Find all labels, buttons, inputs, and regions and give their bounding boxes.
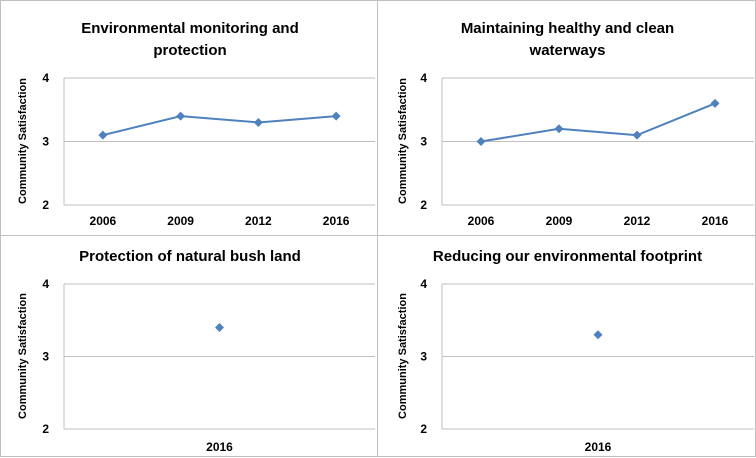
chart-svg: Maintaining healthy and clean waterways 2 3… <box>397 20 754 228</box>
y-tick-label: 3 <box>420 350 427 364</box>
data-point-marker <box>98 130 108 140</box>
y-tick-label: 2 <box>420 198 427 212</box>
y-axis-label: Community Satisfaction <box>397 78 409 204</box>
data-point-marker <box>476 137 486 146</box>
y-tick-label: 4 <box>42 71 49 85</box>
chart-panel-healthy-waterways: Maintaining healthy and clean waterways 2 3… <box>377 0 756 236</box>
data-point-marker <box>593 330 603 340</box>
data-point-marker <box>710 98 720 108</box>
y-tick-label: 3 <box>42 350 49 364</box>
x-tick-label: 2009 <box>167 214 194 228</box>
chart-title: waterways <box>529 42 606 59</box>
y-tick-label: 2 <box>42 422 49 436</box>
chart-panel-environmental-footprint: Reducing our environmental footprint 2 3 4 C… <box>377 235 756 457</box>
y-axis-label: Community Satisfaction <box>17 78 29 204</box>
y-axis-label: Community Satisfaction <box>397 293 409 419</box>
x-tick-label: 2009 <box>546 214 573 228</box>
x-tick-label: 2016 <box>702 214 729 228</box>
chart-svg: Reducing our environmental footprint 2 3 4C… <box>397 248 754 454</box>
data-point-marker <box>253 117 263 127</box>
data-point-marker <box>632 130 642 140</box>
chart-panel-natural-bush-land: Protection of natural bush land 2 3 4 Commun… <box>0 235 378 457</box>
chart-title: Maintaining healthy and clean <box>461 20 674 37</box>
data-point-marker <box>176 111 186 121</box>
x-tick-label: 2016 <box>206 440 233 454</box>
y-tick-label: 4 <box>420 71 427 85</box>
y-axis-label: Community Satisfaction <box>17 293 29 419</box>
y-tick-label: 2 <box>420 422 427 436</box>
chart-svg: Protection of natural bush land 2 3 4 Commun… <box>17 248 375 454</box>
x-tick-label: 2012 <box>624 214 651 228</box>
data-point-marker <box>554 124 564 134</box>
y-tick-label: 3 <box>420 135 427 149</box>
chart-panel-environmental-monitoring: Environmental monitoring and protection 2 3… <box>0 0 378 236</box>
data-point-marker <box>331 111 341 121</box>
chart-svg: Environmental monitoring and protection 2 3… <box>17 20 375 228</box>
chart-title: Environmental monitoring and <box>81 20 299 37</box>
series-line <box>480 102 716 143</box>
x-tick-label: 2016 <box>323 214 350 228</box>
chart-title: Protection of natural bush land <box>79 248 301 265</box>
data-point-marker <box>215 323 224 332</box>
y-tick-label: 4 <box>42 277 49 291</box>
x-tick-label: 2012 <box>245 214 272 228</box>
y-tick-label: 3 <box>42 135 49 149</box>
series-line <box>102 115 337 137</box>
x-tick-label: 2006 <box>468 214 495 228</box>
y-tick-label: 2 <box>42 198 49 212</box>
y-tick-label: 4 <box>420 277 427 291</box>
x-tick-label: 2006 <box>90 214 117 228</box>
chart-title: Reducing our environmental footprint <box>433 248 702 265</box>
chart-title: protection <box>153 42 226 59</box>
x-tick-label: 2016 <box>585 440 612 454</box>
